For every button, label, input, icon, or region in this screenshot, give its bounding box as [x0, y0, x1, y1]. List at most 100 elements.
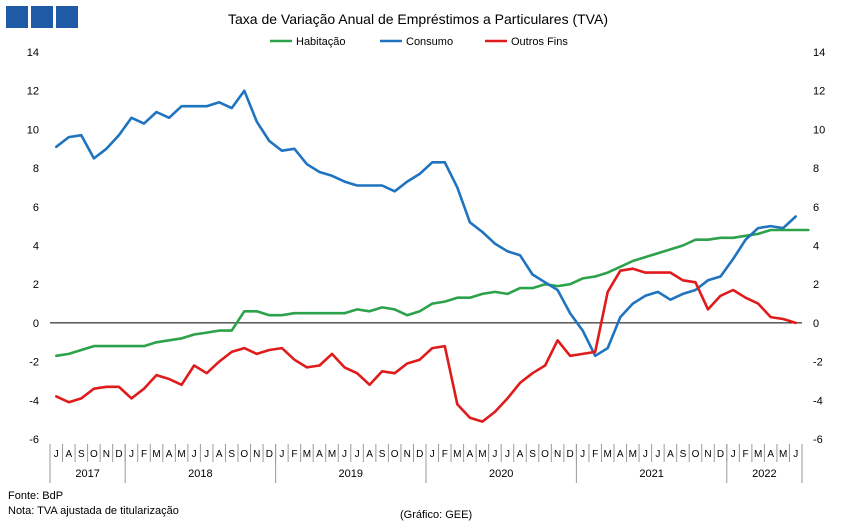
month-tick-label: F — [743, 449, 749, 460]
month-tick-label: F — [442, 449, 448, 460]
y-tick-label-left: 4 — [33, 241, 39, 253]
month-tick-label: J — [192, 449, 197, 460]
y-tick-label-right: 10 — [813, 124, 825, 136]
month-tick-label: N — [704, 449, 711, 460]
month-tick-label: J — [342, 449, 347, 460]
y-tick-label-right: 6 — [813, 202, 819, 214]
series-line-habitacao — [54, 228, 810, 358]
month-tick-label: O — [90, 449, 98, 460]
y-tick-label-right: 8 — [813, 163, 819, 175]
chart-series — [54, 89, 810, 423]
month-tick-label: A — [467, 449, 474, 460]
y-tick-label-left: 14 — [27, 47, 39, 59]
month-tick-label: A — [517, 449, 524, 460]
month-tick-label: F — [592, 449, 598, 460]
month-tick-label: O — [240, 449, 248, 460]
month-tick-label: A — [617, 449, 624, 460]
logo-block-3 — [56, 6, 78, 28]
series-line-consumo — [54, 89, 798, 358]
chart-legend: Habitação Consumo Outros Fins — [270, 36, 568, 48]
month-tick-label: J — [129, 449, 134, 460]
y-tick-label-left: -6 — [29, 434, 39, 446]
legend-label: Consumo — [406, 36, 453, 48]
month-tick-label: O — [391, 449, 399, 460]
chart-credit: (Gráfico: GEE) — [400, 509, 473, 521]
month-tick-label: S — [680, 449, 687, 460]
month-tick-label: M — [152, 449, 160, 460]
month-tick-label: N — [554, 449, 561, 460]
month-tick-label: S — [379, 449, 386, 460]
year-tick-label: 2021 — [639, 468, 663, 480]
month-tick-label: J — [505, 449, 510, 460]
y-tick-label-left: 10 — [27, 124, 39, 136]
month-tick-label: A — [166, 449, 173, 460]
month-tick-label: M — [328, 449, 336, 460]
source-note: Fonte: BdP — [8, 490, 64, 502]
month-tick-label: J — [355, 449, 360, 460]
y-tick-label-right: 14 — [813, 47, 825, 59]
month-tick-label: A — [366, 449, 373, 460]
y-tick-label-left: 12 — [27, 86, 39, 98]
month-tick-label: M — [453, 449, 461, 460]
month-tick-label: J — [204, 449, 209, 460]
month-tick-label: O — [541, 449, 549, 460]
y-tick-label-right: -4 — [813, 395, 823, 407]
legend-label: Outros Fins — [511, 36, 568, 48]
year-tick-label: 2022 — [752, 468, 776, 480]
month-tick-label: J — [492, 449, 497, 460]
y-tick-label-left: 6 — [33, 202, 39, 214]
month-tick-label: S — [228, 449, 235, 460]
month-tick-label: J — [279, 449, 284, 460]
month-tick-label: D — [717, 449, 724, 460]
month-tick-label: S — [78, 449, 85, 460]
month-tick-label: A — [316, 449, 323, 460]
month-tick-label: M — [779, 449, 787, 460]
month-tick-label: A — [216, 449, 223, 460]
month-tick-label: O — [692, 449, 700, 460]
y-tick-label-left: 2 — [33, 279, 39, 291]
month-tick-label: D — [266, 449, 273, 460]
month-tick-label: D — [115, 449, 122, 460]
y-tick-label-left: -4 — [29, 395, 39, 407]
month-tick-label: N — [404, 449, 411, 460]
y-tick-label-right: 4 — [813, 241, 819, 253]
month-tick-label: J — [430, 449, 435, 460]
month-tick-label: N — [253, 449, 260, 460]
series-line-outros-fins — [54, 267, 798, 423]
month-tick-label: D — [416, 449, 423, 460]
y-tick-label-right: 12 — [813, 86, 825, 98]
month-tick-label: N — [103, 449, 110, 460]
y-tick-label-left: 8 — [33, 163, 39, 175]
y-tick-label-right: 0 — [813, 318, 819, 330]
month-tick-label: J — [580, 449, 585, 460]
month-tick-label: F — [141, 449, 147, 460]
logo-block-2 — [31, 6, 53, 28]
chart-title: Taxa de Variação Anual de Empréstimos a … — [228, 11, 608, 27]
year-tick-label: 2017 — [75, 468, 99, 480]
month-tick-label: F — [291, 449, 297, 460]
legend-label: Habitação — [296, 36, 346, 48]
y-tick-label-right: 2 — [813, 279, 819, 291]
month-tick-label: J — [54, 449, 59, 460]
year-tick-label: 2018 — [188, 468, 212, 480]
y-tick-label-right: -6 — [813, 434, 823, 446]
month-tick-label: J — [793, 449, 798, 460]
y-tick-label-left: 0 — [33, 318, 39, 330]
month-tick-label: D — [567, 449, 574, 460]
footnote: Nota: TVA ajustada de titularização — [8, 505, 179, 517]
month-tick-label: M — [303, 449, 311, 460]
month-tick-label: M — [177, 449, 185, 460]
month-tick-label: A — [667, 449, 674, 460]
month-tick-label: J — [731, 449, 736, 460]
logo-block-1 — [6, 6, 28, 28]
y-tick-label-left: -2 — [29, 357, 39, 369]
year-tick-label: 2020 — [489, 468, 513, 480]
month-tick-label: J — [643, 449, 648, 460]
month-tick-label: J — [655, 449, 660, 460]
y-tick-label-right: -2 — [813, 357, 823, 369]
month-tick-label: S — [529, 449, 536, 460]
month-tick-label: M — [604, 449, 612, 460]
month-tick-label: A — [65, 449, 72, 460]
